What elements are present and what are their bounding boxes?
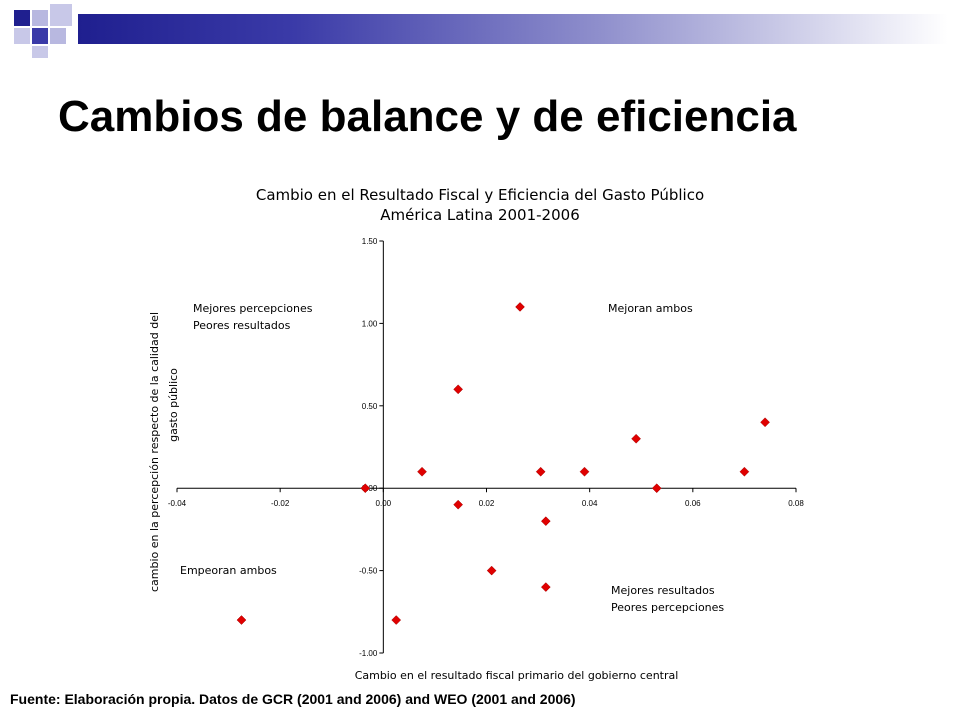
quadrant-annotation: Mejoran ambos <box>608 302 693 315</box>
y-tick-label: -0.50 <box>359 567 378 576</box>
decorative-square-light <box>50 4 72 26</box>
x-tick-label: 0.02 <box>479 499 495 508</box>
data-point <box>515 302 525 312</box>
data-point <box>486 565 497 576</box>
footer-source: Fuente: Elaboración propia. Datos de GCR… <box>10 691 576 707</box>
decorative-square-light <box>14 28 30 44</box>
y-tick-label: 0.00 <box>362 484 378 493</box>
data-point <box>579 466 590 477</box>
data-point <box>236 615 247 625</box>
x-tick-label: -0.04 <box>168 499 187 508</box>
data-point <box>760 417 770 428</box>
chart-title: Cambio en el Resultado Fiscal y Eficienc… <box>255 186 705 204</box>
y-tick-label: 1.00 <box>362 319 378 328</box>
data-point <box>535 466 546 477</box>
data-point <box>540 582 551 592</box>
data-point <box>453 499 463 510</box>
decorative-square-light <box>50 28 66 44</box>
x-tick-label: -0.02 <box>271 499 290 508</box>
x-tick-label: 0.08 <box>788 499 804 508</box>
quadrant-annotation: Peores percepciones <box>611 601 724 614</box>
decorative-square-light <box>32 10 48 26</box>
data-point <box>391 615 402 625</box>
y-axis-label: cambio en la percepción respecto de la c… <box>148 312 161 592</box>
x-tick-label: 0.00 <box>376 499 392 508</box>
x-axis-label: Cambio en el resultado fiscal primario d… <box>355 669 679 682</box>
data-point <box>651 483 662 494</box>
decorative-square-dark <box>14 10 30 26</box>
y-tick-label: -1.00 <box>359 649 378 658</box>
decorative-header-bar <box>78 14 948 44</box>
data-point <box>631 433 641 444</box>
data-point <box>360 483 371 494</box>
decorative-square-light <box>32 46 48 58</box>
quadrant-annotation: Peores resultados <box>193 319 291 332</box>
data-point <box>417 466 427 477</box>
decorative-square-dark <box>32 28 48 44</box>
x-tick-label: 0.06 <box>685 499 701 508</box>
y-tick-label: 1.50 <box>362 237 378 246</box>
data-point <box>540 516 551 527</box>
y-axis-label-continued: gasto público <box>167 368 180 442</box>
quadrant-annotation: Mejores resultados <box>611 584 715 597</box>
quadrant-annotation: Mejores percepciones <box>193 302 313 315</box>
slide-title: Cambios de balance y de eficiencia <box>58 92 797 141</box>
data-point <box>453 384 463 395</box>
chart-subtitle: América Latina 2001-2006 <box>380 206 580 224</box>
y-tick-label: 0.50 <box>362 402 378 411</box>
data-point <box>739 466 750 477</box>
quadrant-annotation: Empeoran ambos <box>180 564 277 577</box>
x-tick-label: 0.04 <box>582 499 598 508</box>
